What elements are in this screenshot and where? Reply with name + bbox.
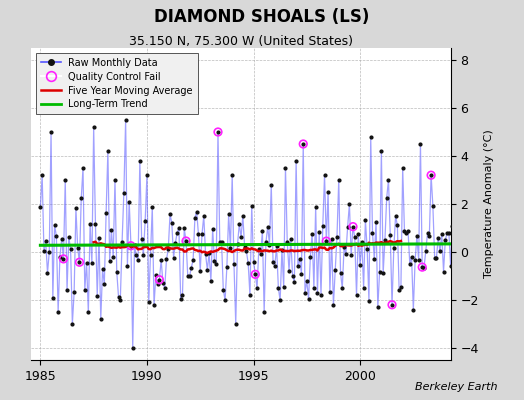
Point <box>127 242 135 249</box>
Legend: Raw Monthly Data, Quality Control Fail, Five Year Moving Average, Long-Term Tren: Raw Monthly Data, Quality Control Fail, … <box>36 53 198 114</box>
Text: Berkeley Earth: Berkeley Earth <box>416 382 498 392</box>
Point <box>388 302 396 308</box>
Point <box>155 276 163 283</box>
Point <box>214 129 222 135</box>
Point <box>299 141 308 147</box>
Point <box>75 259 84 266</box>
Point <box>322 238 331 244</box>
Point <box>427 172 435 178</box>
Point <box>182 238 190 244</box>
Title: 35.150 N, 75.300 W (United States): 35.150 N, 75.300 W (United States) <box>129 35 353 48</box>
Text: DIAMOND SHOALS (LS): DIAMOND SHOALS (LS) <box>154 8 370 26</box>
Point <box>418 264 427 270</box>
Point <box>59 256 68 262</box>
Point <box>251 271 259 278</box>
Y-axis label: Temperature Anomaly (°C): Temperature Anomaly (°C) <box>484 130 494 278</box>
Point <box>349 224 357 230</box>
